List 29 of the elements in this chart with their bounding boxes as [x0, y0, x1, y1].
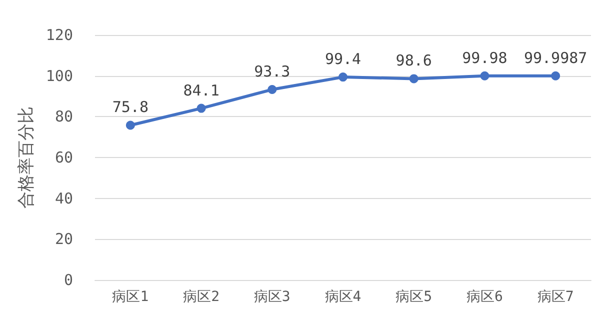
point [196, 104, 206, 113]
data-label: 99.9987 [524, 48, 588, 67]
y-tick-label: 20 [54, 230, 73, 248]
data-label: 84.1 [183, 81, 220, 100]
y-axis-title: 合格率百分比 [16, 106, 37, 208]
y-tick-label: 120 [46, 26, 73, 44]
point [268, 85, 277, 94]
x-tick-label: 病区1 [112, 289, 149, 305]
y-tick-label: 100 [46, 66, 73, 85]
y-tick-label: 40 [54, 189, 73, 208]
data-label: 93.3 [254, 62, 290, 81]
point [338, 72, 348, 82]
data-label: 98.6 [396, 52, 432, 70]
y-tick-label: 60 [54, 148, 73, 166]
x-tick-label: 病区4 [324, 289, 362, 305]
data-label: 75.8 [112, 98, 148, 116]
x-tick-label: 病区6 [466, 289, 503, 305]
x-tick-label: 病区2 [183, 289, 220, 305]
x-tick-label: 病区7 [537, 289, 574, 305]
point [480, 71, 490, 80]
point [409, 74, 418, 84]
data-label: 99.98 [462, 48, 508, 67]
y-tick-label: 0 [64, 271, 73, 289]
point [551, 71, 560, 80]
data-label: 99.4 [324, 50, 362, 68]
y-tick-label: 80 [54, 108, 73, 126]
x-tick-label: 病区3 [254, 289, 290, 305]
x-tick-label: 病区5 [396, 289, 432, 305]
point [126, 120, 135, 130]
